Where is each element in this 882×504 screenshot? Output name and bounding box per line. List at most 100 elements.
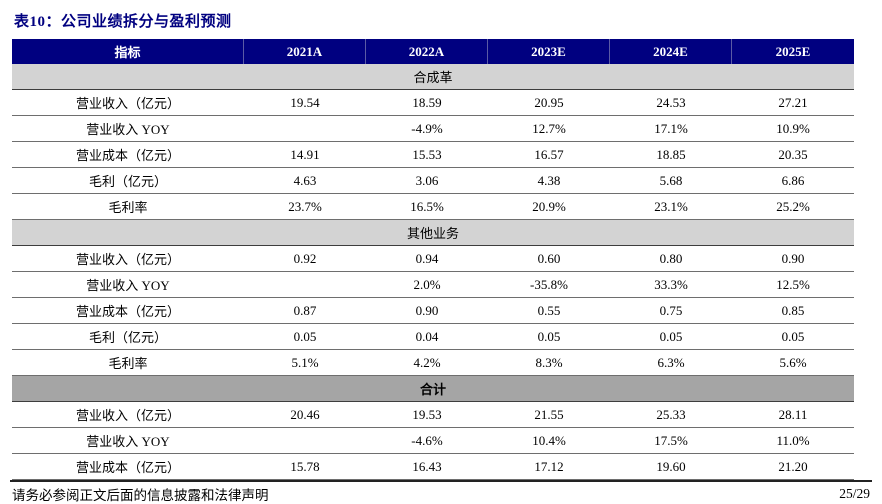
row-label: 毛利（亿元）: [88, 174, 167, 189]
row-value: 20.9%: [532, 198, 566, 214]
row-value: 5.1%: [291, 354, 319, 370]
row-value: -35.8%: [530, 276, 568, 292]
row-value: 23.1%: [654, 198, 688, 214]
row-value: 18.59: [412, 94, 442, 110]
header-cell-2025e: 2025E: [775, 43, 811, 59]
table-row: 营业成本（亿元） 14.91 15.53 16.57 18.85 20.35: [12, 142, 854, 168]
section-header-row: 合成革: [12, 64, 854, 90]
row-value: 19.53: [412, 406, 442, 422]
row-value: 21.55: [534, 406, 564, 422]
page-number: 25/29: [839, 486, 870, 501]
section-header-row: 其他业务: [12, 220, 854, 246]
row-value: 6.86: [781, 172, 805, 188]
row-value: 12.7%: [532, 120, 566, 136]
row-value: 0.75: [659, 302, 683, 318]
row-label: 营业成本（亿元）: [75, 304, 180, 319]
row-value: 0.85: [781, 302, 805, 318]
row-value: 0.05: [537, 328, 561, 344]
row-value: 10.9%: [776, 120, 810, 136]
row-value: 16.43: [412, 458, 442, 474]
row-value: 21.20: [778, 458, 808, 474]
row-value: 8.3%: [535, 354, 563, 370]
row-label: 毛利（亿元）: [88, 330, 167, 345]
table-row: 营业收入 YOY -4.9% 12.7% 17.1% 10.9%: [12, 116, 854, 142]
table-title: 表10：公司业绩拆分与盈利预测: [14, 14, 232, 30]
row-value: 20.46: [290, 406, 320, 422]
row-value: 11.0%: [776, 432, 810, 448]
row-value: 0.05: [659, 328, 683, 344]
row-value: 25.33: [656, 406, 686, 422]
table-header-row: 指标 2021A 2022A 2023E 2024E 2025E: [12, 39, 854, 64]
table-row: 营业收入（亿元） 19.54 18.59 20.95 24.53 27.21: [12, 90, 854, 116]
row-value: 15.53: [412, 146, 442, 162]
table-row: 毛利（亿元） 4.63 3.06 4.38 5.68 6.86: [12, 168, 854, 194]
row-value: 4.38: [537, 172, 561, 188]
financial-table: 指标 2021A 2022A 2023E 2024E 2025E 合成革营业收入…: [12, 39, 854, 480]
row-value: 17.12: [534, 458, 564, 474]
row-label: 营业收入 YOY: [86, 434, 170, 449]
report-page: 表10：公司业绩拆分与盈利预测 指标 2021A 2022A 2023E 202…: [12, 14, 854, 480]
table-row: 营业成本（亿元） 0.87 0.90 0.55 0.75 0.85: [12, 298, 854, 324]
fin-table-body: 合成革 营业收入（亿元） 19.54 18.59 20.95 24.53 27.21 营业收入…: [12, 64, 854, 480]
disclaimer-text: 请务必参阅正文后面的信息披露和法律声明: [12, 488, 269, 503]
row-label: 营业收入 YOY: [86, 278, 170, 293]
row-value: 16.57: [534, 146, 564, 162]
header-cell-2021a: 2021A: [244, 39, 366, 64]
header-cell-indicator: 指标: [12, 39, 244, 64]
table-row: 营业收入（亿元） 20.46 19.53 21.55 25.33 28.11: [12, 402, 854, 428]
row-value: 2.0%: [413, 276, 441, 292]
row-label: 毛利率: [108, 200, 148, 215]
table-row: 营业收入（亿元） 0.92 0.94 0.60 0.80 0.90: [12, 246, 854, 272]
row-value: 0.60: [537, 250, 561, 266]
row-value: 24.53: [656, 94, 686, 110]
footer-rule: [10, 480, 872, 482]
row-value: 18.85: [656, 146, 686, 162]
header-cell-2022a: 2022A: [366, 39, 488, 64]
row-value: 15.78: [290, 458, 320, 474]
row-value: 12.5%: [776, 276, 810, 292]
row-value: [244, 116, 366, 141]
row-value: [244, 272, 366, 297]
section-header-row: 合计: [12, 376, 854, 402]
row-value: 33.3%: [654, 276, 688, 292]
row-value: 0.04: [415, 328, 439, 344]
row-label: 营业收入（亿元）: [75, 408, 180, 423]
row-value: 27.21: [778, 94, 808, 110]
page-footer: 请务必参阅正文后面的信息披露和法律声明 25/29: [12, 484, 870, 504]
row-value: -4.6%: [411, 432, 443, 448]
row-label: 营业成本（亿元）: [75, 148, 180, 163]
row-value: 16.5%: [410, 198, 444, 214]
row-label: 营业收入（亿元）: [75, 96, 180, 111]
row-value: -4.9%: [411, 120, 443, 136]
header-cell-2024e: 2024E: [610, 39, 732, 64]
row-value: 28.11: [778, 406, 808, 422]
row-value: 20.95: [534, 94, 564, 110]
row-value: 0.55: [537, 302, 561, 318]
row-label: 营业收入（亿元）: [75, 252, 180, 267]
row-value: 17.1%: [654, 120, 688, 136]
row-value: 0.05: [781, 328, 805, 344]
row-value: 3.06: [415, 172, 439, 188]
row-value: 25.2%: [776, 198, 810, 214]
row-value: 4.2%: [413, 354, 441, 370]
row-value: 20.35: [778, 146, 808, 162]
row-value: 0.94: [415, 250, 439, 266]
row-value: 5.6%: [779, 354, 807, 370]
header-cell-2023e: 2023E: [488, 39, 610, 64]
row-value: [244, 428, 366, 453]
table-row: 营业收入 YOY 2.0% -35.8% 33.3% 12.5%: [12, 272, 854, 298]
row-label: 营业收入 YOY: [86, 122, 170, 137]
row-value: 19.60: [656, 458, 686, 474]
row-value: 0.90: [415, 302, 439, 318]
row-value: 0.80: [659, 250, 683, 266]
row-label: 毛利率: [108, 356, 148, 371]
row-value: 0.90: [781, 250, 805, 266]
table-row: 毛利率 23.7% 16.5% 20.9% 23.1% 25.2%: [12, 194, 854, 220]
row-value: 0.92: [293, 250, 317, 266]
row-value: 0.05: [293, 328, 317, 344]
table-row: 营业收入 YOY -4.6% 10.4% 17.5% 11.0%: [12, 428, 854, 454]
row-value: 4.63: [293, 172, 317, 188]
row-value: 0.87: [293, 302, 317, 318]
table-row: 毛利率 5.1% 4.2% 8.3% 6.3% 5.6%: [12, 350, 854, 376]
row-value: 23.7%: [288, 198, 322, 214]
